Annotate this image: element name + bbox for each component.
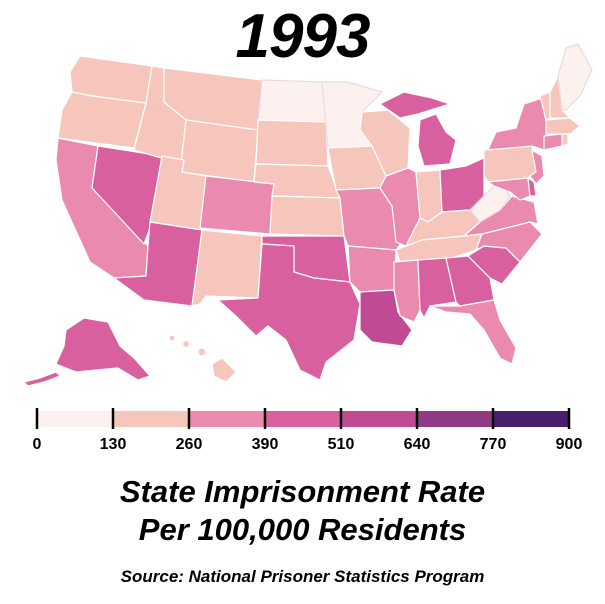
map-title-year: 1993 (235, 2, 371, 71)
legend-tick-label: 640 (404, 436, 431, 453)
state-PA (483, 145, 537, 183)
state-CO (199, 175, 275, 235)
state-NY (487, 97, 549, 151)
state-SD (255, 119, 329, 167)
state-TX (217, 243, 361, 381)
state-AR (347, 245, 397, 293)
legend-tick-label: 390 (252, 436, 279, 453)
legend-tick-label: 900 (556, 436, 583, 453)
legend-tick-label: 0 (33, 436, 42, 453)
legend-swatch (341, 411, 417, 427)
state-MI (417, 113, 457, 167)
state-RI (561, 133, 569, 147)
state-HI-maui (197, 347, 207, 357)
legend-swatch (113, 411, 189, 427)
legend-swatch (37, 411, 113, 427)
state-DE (527, 177, 537, 197)
state-KS (269, 195, 345, 237)
legend-swatch (265, 411, 341, 427)
state-NJ (529, 149, 545, 185)
state-MI-upper (379, 91, 451, 119)
legend-tick-label: 260 (176, 436, 203, 453)
state-ND (257, 79, 327, 123)
state-HI-kauai (168, 334, 176, 342)
state-ME (557, 43, 593, 111)
legend-swatch (189, 411, 265, 427)
state-FL (429, 299, 517, 365)
legend-swatch (417, 411, 493, 427)
state-AK (55, 317, 151, 381)
legend-tick-label: 130 (100, 436, 127, 453)
legend-title-line1: State Imprisonment Rate (119, 474, 486, 509)
us-choropleth-map (23, 43, 593, 387)
state-HI (211, 357, 237, 383)
state-WY (179, 119, 259, 183)
state-CT (543, 133, 563, 151)
state-MA (545, 117, 581, 135)
state-NM (191, 229, 263, 307)
legend-tick-label: 510 (328, 436, 355, 453)
source-note: Source: National Prisoner Statistics Pro… (120, 567, 485, 586)
legend-swatch (493, 411, 569, 427)
state-AK-islands (23, 371, 61, 387)
legend-tick-label: 770 (480, 436, 507, 453)
state-HI-oahu (181, 339, 191, 349)
color-scale-legend: 0 130 260 390 510 640 770 900 (33, 408, 583, 453)
legend-title-line2: Per 100,000 Residents (138, 512, 467, 547)
